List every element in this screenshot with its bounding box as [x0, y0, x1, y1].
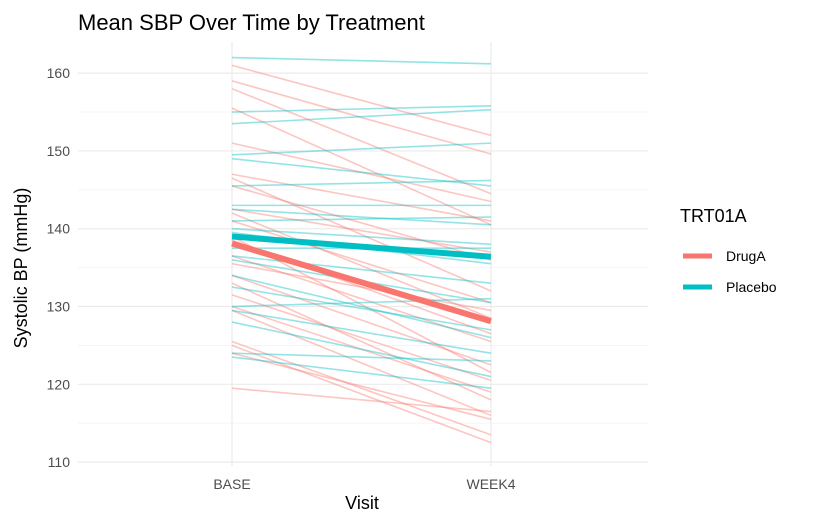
legend-label-placebo: Placebo	[726, 279, 777, 295]
legend: TRT01A DrugA Placebo	[680, 206, 777, 295]
subject-line-placebo	[231, 356, 492, 389]
subject-line-druga	[231, 309, 492, 417]
subject-line-placebo	[231, 352, 492, 362]
subject-line-placebo	[231, 216, 492, 222]
subject-line-druga	[231, 64, 492, 137]
subject-line-druga	[231, 344, 492, 444]
subject-line-placebo	[231, 157, 492, 187]
subject-line-druga	[231, 142, 492, 203]
subject-line-placebo	[231, 321, 492, 378]
y-tick-label: 120	[47, 376, 71, 392]
subject-line-placebo	[231, 255, 492, 284]
subject-line-placebo	[231, 286, 492, 331]
subject-line-druga	[231, 220, 492, 304]
subject-line-placebo	[231, 227, 492, 246]
subject-line-druga	[231, 352, 492, 421]
subject-line-druga	[231, 212, 492, 319]
legend-title: TRT01A	[680, 206, 747, 226]
subject-line-druga	[231, 185, 492, 261]
y-tick-label: 140	[47, 221, 71, 237]
subject-line-placebo	[231, 309, 492, 354]
y-axis-title: Systolic BP (mmHg)	[11, 188, 31, 349]
legend-label-druga: DrugA	[726, 248, 766, 264]
subject-line-druga	[231, 107, 492, 226]
x-tick-label: WEEK4	[466, 476, 515, 492]
subject-line-druga	[231, 305, 492, 393]
subject-line-druga	[231, 387, 492, 413]
y-tick-label: 110	[48, 454, 71, 470]
subject-line-placebo	[231, 142, 492, 156]
chart-title: Mean SBP Over Time by Treatment	[78, 10, 425, 35]
y-tick-label: 150	[47, 143, 71, 159]
axes: 110 120 130 140 150 160 BASE WEEK4	[47, 65, 516, 492]
mean-line-druga	[231, 240, 492, 325]
x-axis-title: Visit	[345, 493, 379, 513]
subject-line-placebo	[231, 108, 492, 125]
subject-line-placebo	[231, 179, 492, 187]
subject-line-druga	[231, 274, 492, 366]
y-tick-label: 130	[47, 299, 71, 315]
x-tick-label: BASE	[213, 476, 250, 492]
subject-line-druga	[231, 80, 492, 155]
subject-line-placebo	[231, 56, 492, 65]
subject-line-druga	[231, 208, 492, 253]
subject-line-druga	[231, 177, 492, 292]
subject-line-placebo	[231, 104, 492, 113]
subject-line-druga	[231, 282, 492, 401]
mean-lines	[231, 233, 492, 325]
mean-line-placebo	[231, 233, 492, 260]
subject-line-druga	[231, 87, 492, 195]
grid	[78, 42, 648, 466]
subject-line-druga	[231, 294, 492, 382]
subject-line-druga	[231, 262, 492, 312]
subject-line-placebo	[231, 297, 492, 308]
subject-line-druga	[231, 173, 492, 222]
subject-line-placebo	[231, 208, 492, 226]
subject-line-placebo	[231, 274, 492, 339]
subject-line-druga	[231, 340, 492, 436]
y-tick-label: 160	[47, 65, 71, 81]
subject-line-druga	[231, 255, 492, 343]
